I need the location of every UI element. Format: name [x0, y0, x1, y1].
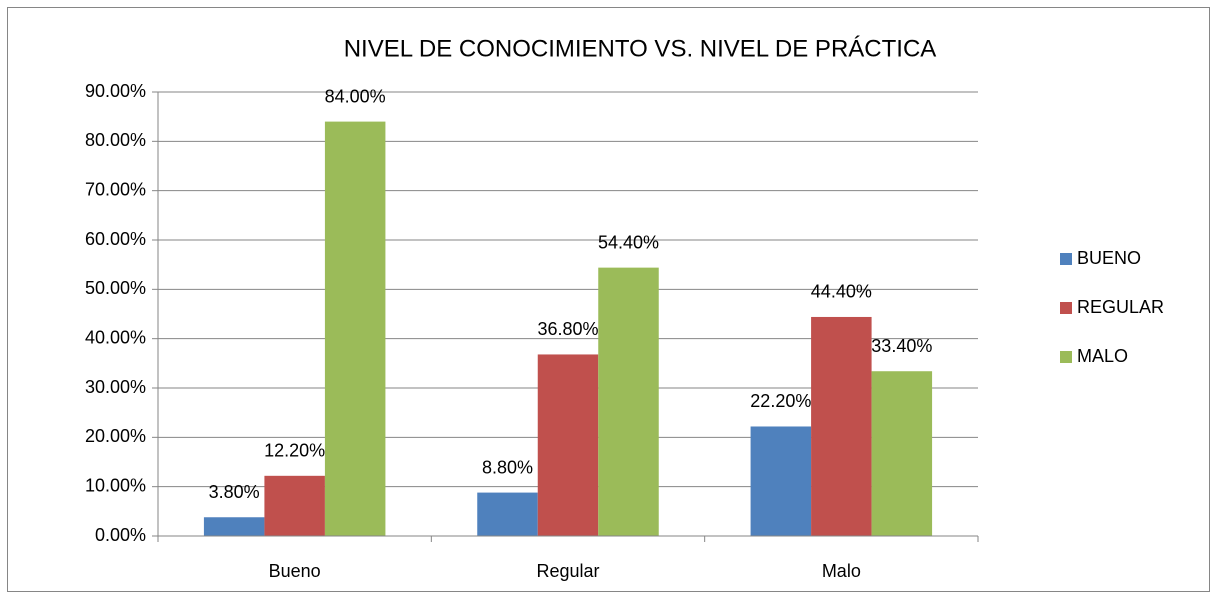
value-label: 44.40% — [811, 282, 872, 302]
x-tick-label: Malo — [822, 561, 861, 581]
bar — [203, 517, 265, 536]
bar — [750, 426, 812, 536]
bar — [811, 316, 872, 536]
value-label: 12.20% — [264, 441, 325, 461]
value-label: 3.80% — [209, 482, 260, 502]
legend-swatch — [1060, 302, 1072, 314]
x-tick-label: Bueno — [269, 561, 321, 581]
y-tick-label: 10.00% — [85, 475, 146, 495]
value-label: 54.40% — [598, 232, 659, 252]
legend-swatch — [1060, 253, 1072, 265]
legend-label: BUENO — [1077, 248, 1141, 268]
y-tick-label: 60.00% — [85, 229, 146, 249]
legend-label: MALO — [1077, 346, 1128, 366]
bar — [537, 354, 599, 536]
y-tick-label: 40.00% — [85, 327, 146, 347]
legend-swatch — [1060, 351, 1072, 363]
y-tick-label: 20.00% — [85, 426, 146, 446]
bar — [264, 475, 325, 536]
y-tick-label: 50.00% — [85, 278, 146, 298]
value-label: 33.40% — [871, 336, 932, 356]
bar — [324, 121, 386, 536]
y-tick-label: 80.00% — [85, 130, 146, 150]
bar — [477, 492, 538, 536]
chart-title: NIVEL DE CONOCIMIENTO VS. NIVEL DE PRÁCT… — [344, 35, 937, 62]
y-tick-label: 70.00% — [85, 179, 146, 199]
value-label: 84.00% — [325, 86, 386, 106]
y-tick-label: 30.00% — [85, 377, 146, 397]
legend-label: REGULAR — [1077, 297, 1164, 317]
bar — [871, 371, 933, 536]
value-label: 8.80% — [482, 457, 533, 477]
y-tick-label: 90.00% — [85, 81, 146, 101]
value-label: 36.80% — [537, 319, 598, 339]
x-tick-label: Regular — [536, 561, 599, 581]
bar — [598, 267, 659, 536]
value-label: 22.20% — [750, 391, 811, 411]
y-tick-label: 0.00% — [95, 525, 146, 545]
